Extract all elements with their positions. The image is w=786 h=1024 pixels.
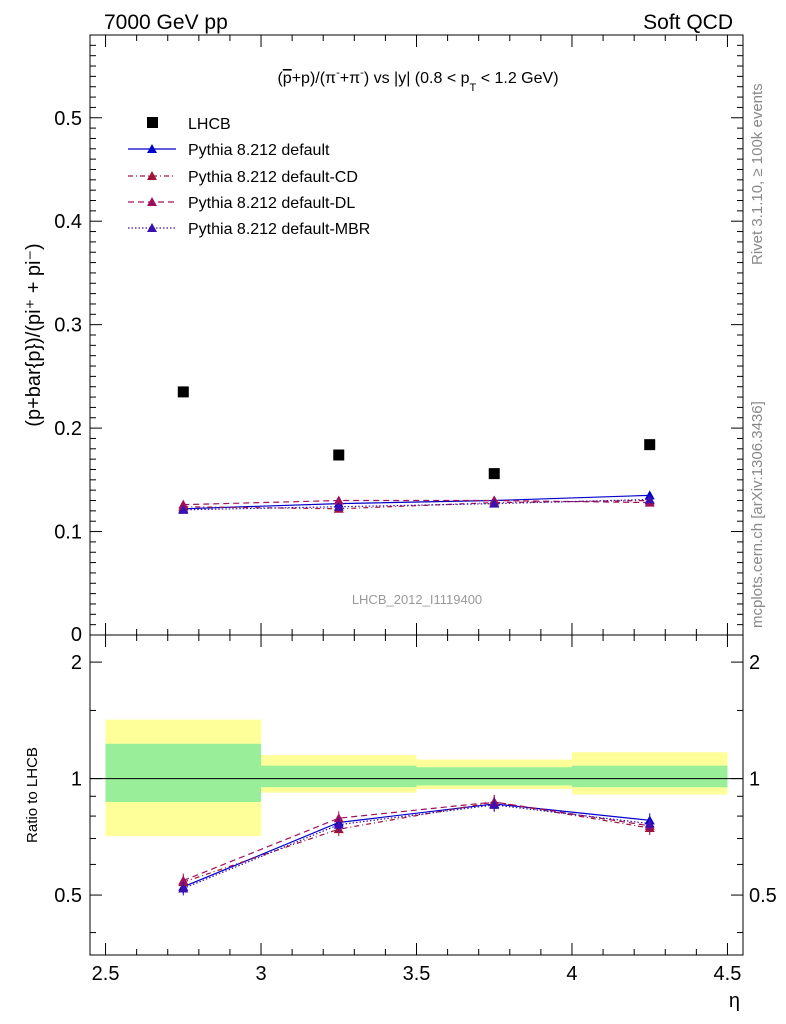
legend-lhcb-marker: [147, 117, 158, 128]
main-series-line-0: [183, 494, 650, 510]
main-panel: 0.10.20.30.40.50 (p+p)/(π-+π-) vs |y| (0…: [23, 34, 744, 646]
ratio-series-2-point-0: [178, 875, 189, 885]
main-series-2-point-0: [178, 499, 189, 509]
main-y-tick-label: 0.5: [54, 108, 82, 130]
lhcb-data-point-1: [333, 449, 345, 461]
main-series-3-point-2: [489, 498, 500, 508]
main-title: (p+p)/(π-+π-) vs |y| (0.8 < pT < 1.2 GeV…: [277, 67, 558, 94]
ratio-axes: 0.5 0.5 1 1 2 2 2.5 3 3.5 4 4.5: [54, 635, 777, 985]
ratio-series-line-1: [183, 801, 650, 883]
ratio-y-tick-label-left: 1: [71, 769, 82, 791]
legend: LHCB Pythia 8.212 default Pythia 8.212 d…: [128, 116, 370, 238]
main-series-line-2: [183, 499, 650, 506]
main-axes: 0.1 0.2 0.3 0.4 0.5 0: [54, 35, 743, 646]
ratio-series-3-point-2: [489, 799, 500, 809]
ratio-series-line-0: [183, 803, 650, 888]
ratio-stat-band-3: [571, 765, 728, 788]
ratio-plot-marks: [90, 719, 743, 896]
legend-default-marker: [147, 144, 157, 153]
x-tick-label: 3: [255, 963, 266, 985]
title-sup-2: -: [360, 67, 364, 79]
ratio-series-2-point-1: [333, 813, 344, 823]
x-axis-label: η: [729, 990, 740, 1012]
ratio-stat-band-0: [105, 743, 262, 802]
header-left-label: 7000 GeV pp: [104, 11, 228, 34]
lhcb-data-point-2: [488, 468, 500, 480]
main-y-tick-label: 0.4: [54, 211, 82, 233]
legend-cd-marker: [147, 171, 157, 180]
title-plus: +π: [340, 70, 360, 87]
rivet-version-label: Rivet 3.1.10, ≥ 100k events: [749, 83, 766, 265]
ratio-y-tick-label-left: 0.5: [54, 885, 82, 907]
lhcb-data-point-3: [644, 439, 656, 451]
main-series-3-point-3: [644, 494, 655, 504]
legend-mbr-label: Pythia 8.212 default-MBR: [188, 221, 370, 238]
main-y-zero-label: 0: [71, 624, 82, 646]
title-pre: (: [277, 70, 283, 87]
main-y-tick-label: 0.3: [54, 315, 82, 337]
ratio-y-tick-label-right: 2: [749, 652, 760, 674]
legend-dl-label: Pythia 8.212 default-DL: [188, 195, 355, 212]
legend-lhcb-label: LHCB: [188, 116, 231, 133]
ratio-stat-band-1: [261, 765, 417, 788]
analysis-watermark: LHCB_2012_I1119400: [352, 592, 482, 607]
ratio-series-3-point-1: [333, 819, 344, 829]
header-right-label: Soft QCD: [643, 11, 733, 34]
ratio-y-tick-label-left: 2: [71, 652, 82, 674]
ratio-series-3-point-3: [644, 818, 655, 828]
x-tick-label: 4: [566, 963, 577, 985]
main-y-axis-label: (p+bar{p})/(pi⁺ + pi⁻): [23, 243, 45, 426]
x-tick-label: 4.5: [714, 963, 742, 985]
title-tail: < 1.2 GeV): [476, 70, 558, 87]
main-series-3-point-0: [178, 504, 189, 514]
ratio-series-line-3: [183, 804, 650, 890]
main-series-2-point-1: [333, 495, 344, 505]
title-mid: +p)/(π: [292, 70, 336, 87]
ratio-y-tick-label-right: 0.5: [749, 885, 777, 907]
legend-mbr-marker: [147, 223, 157, 232]
x-tick-label: 3.5: [403, 963, 431, 985]
main-y-tick-label: 0.1: [54, 522, 82, 544]
title-pbar: p: [283, 70, 292, 87]
ratio-panel: 0.5 0.5 1 1 2 2 2.5 3 3.5 4 4.5 Ratio to LHCB η: [24, 634, 777, 1012]
main-y-tick-label: 0.2: [54, 418, 82, 440]
lhcb-data-point-0: [177, 386, 189, 398]
main-plot-marks: [177, 386, 656, 514]
legend-default-label: Pythia 8.212 default: [188, 142, 330, 159]
ratio-stat-band-2: [416, 767, 572, 786]
x-tick-label: 2.5: [92, 963, 120, 985]
ratio-series-3-point-0: [178, 883, 189, 893]
title-sup-1: -: [336, 67, 340, 79]
main-series-3-point-1: [333, 501, 344, 511]
mcplots-reference-label: mcplots.cern.ch [arXiv:1306.3436]: [749, 401, 766, 628]
legend-cd-label: Pythia 8.212 default-CD: [188, 169, 358, 186]
title-post: ) vs |y| (0.8 < p: [364, 70, 470, 87]
ratio-y-axis-label: Ratio to LHCB: [24, 747, 41, 843]
main-series-line-3: [183, 498, 650, 511]
legend-dl-marker: [147, 197, 157, 206]
ratio-y-tick-label-right: 1: [749, 769, 760, 791]
title-sub: T: [470, 82, 477, 94]
